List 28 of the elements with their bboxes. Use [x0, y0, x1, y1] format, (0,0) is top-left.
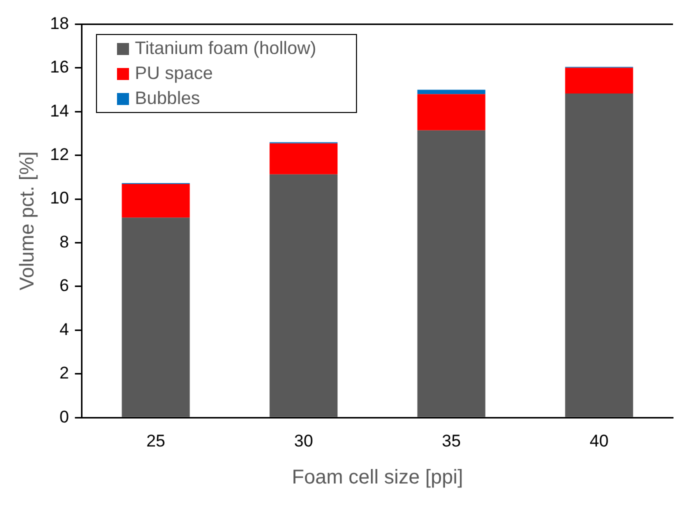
y-tick-label: 16 [50, 58, 69, 77]
y-tick-label: 12 [50, 145, 69, 164]
y-tick-label: 18 [50, 14, 69, 33]
y-axis-title: Volume pct. [%] [16, 151, 39, 290]
legend-label: PU space [134, 63, 213, 84]
x-tick-label: 35 [442, 431, 461, 450]
x-axis-title: Foam cell size [ppi] [292, 466, 464, 489]
y-tick-label: 14 [50, 101, 69, 120]
legend-label: Bubbles [134, 88, 200, 110]
y-tick-label: 2 [59, 364, 69, 383]
y-tick-label: 6 [59, 276, 69, 296]
legend-label: Titanium foam (hollow) [134, 38, 316, 60]
y-tick-label: 4 [59, 320, 69, 339]
bar [565, 68, 634, 94]
bar [122, 184, 190, 218]
bar [417, 90, 486, 94]
x-tick-label: 25 [146, 431, 166, 450]
bar [565, 93, 634, 417]
bar [270, 174, 338, 417]
bar [122, 218, 190, 417]
x-tick-label: 40 [590, 431, 609, 450]
x-tick-label: 30 [294, 431, 314, 450]
y-tick-label: 0 [59, 407, 69, 426]
y-tick-label: 8 [59, 232, 69, 252]
bar [270, 143, 338, 174]
y-tick-label: 10 [50, 188, 69, 208]
bar [417, 130, 486, 417]
bar [417, 94, 486, 130]
